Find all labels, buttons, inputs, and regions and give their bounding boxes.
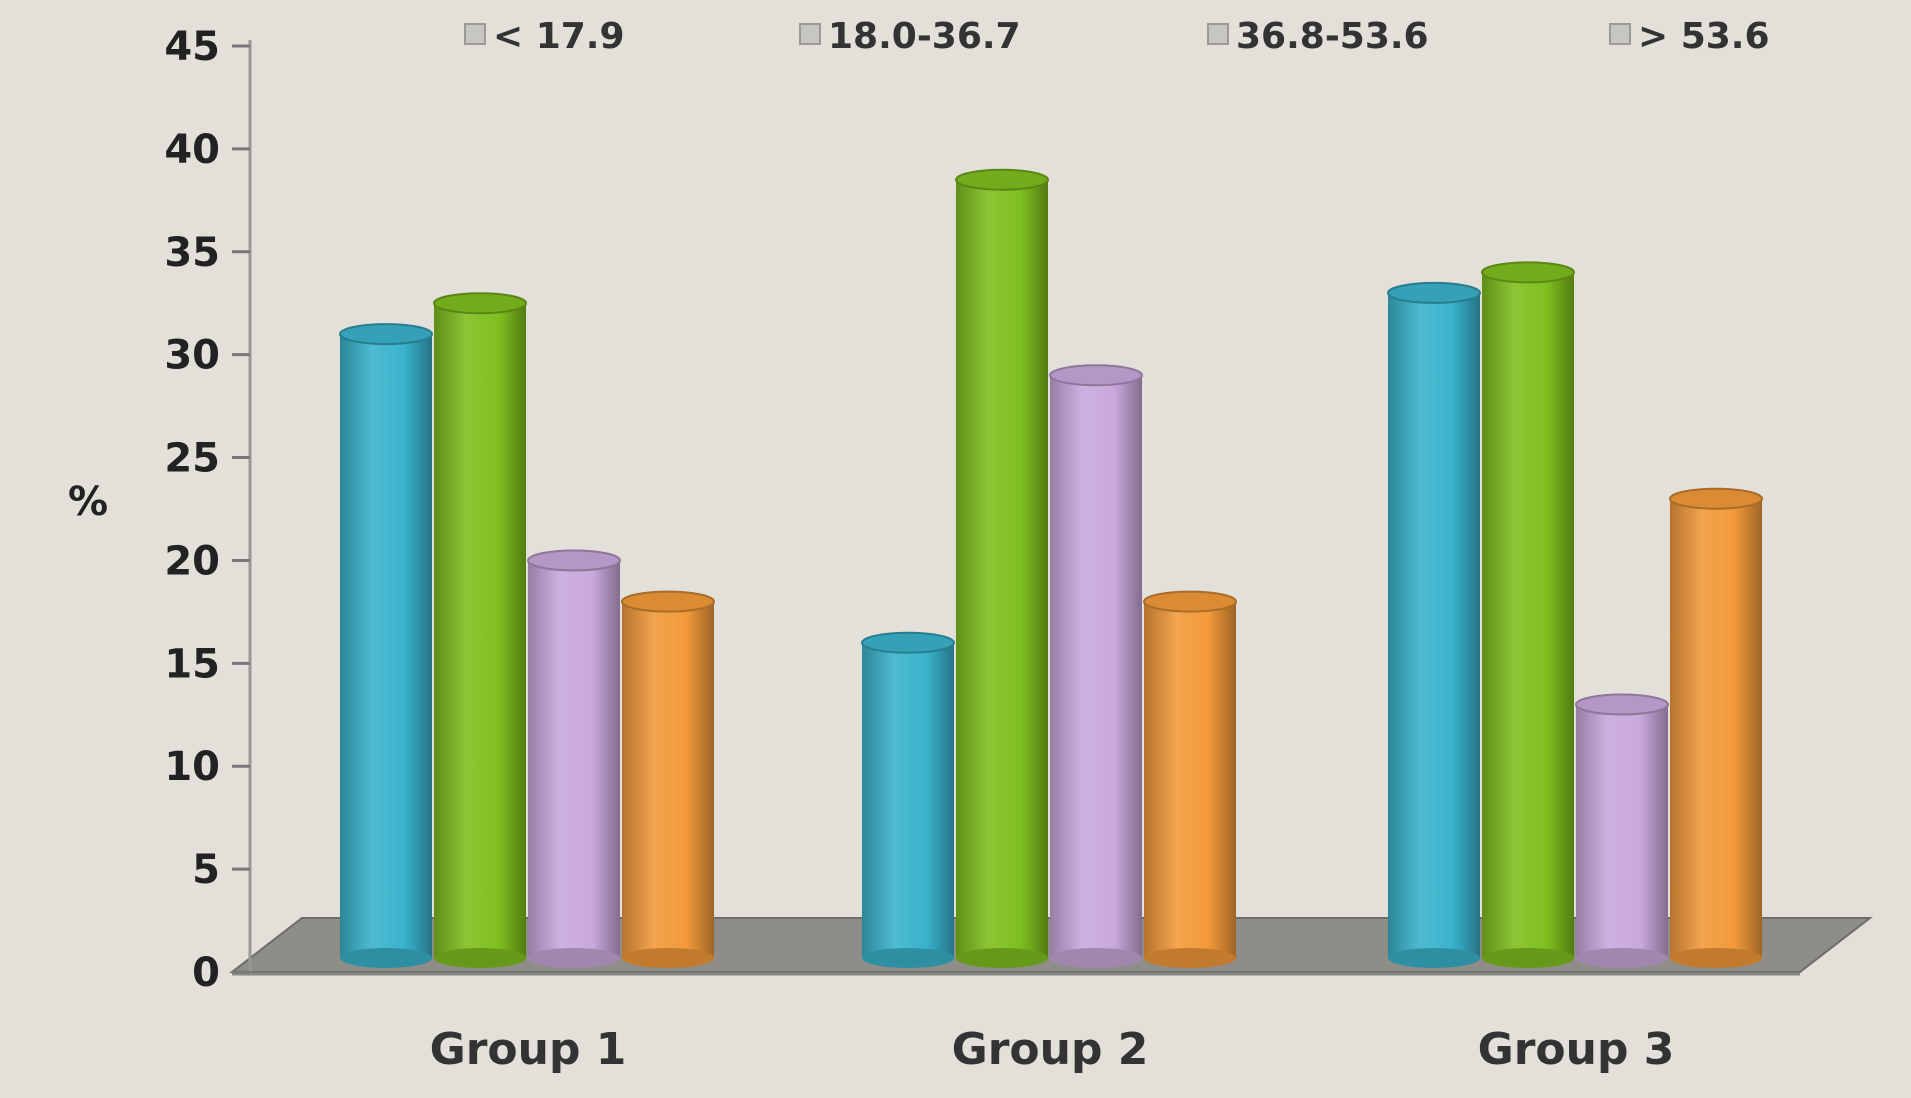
bar-top — [1575, 693, 1669, 716]
bar-top — [339, 323, 433, 346]
bar-body — [340, 334, 432, 959]
bar-bottom — [1482, 948, 1574, 968]
bar-bottom — [1050, 948, 1142, 968]
bar-1-4 — [621, 590, 715, 968]
y-tick-label: 45 — [164, 24, 220, 70]
y-tick-label: 15 — [164, 641, 220, 687]
bar-top — [433, 292, 527, 315]
legend-item: 18.0-36.7 — [799, 16, 1021, 57]
legend-item: > 53.6 — [1609, 16, 1770, 57]
bar-top — [1143, 590, 1237, 613]
bar-bottom — [1144, 948, 1236, 968]
y-tick-label: 5 — [192, 847, 220, 893]
bar-top — [1481, 261, 1575, 284]
bar-body — [1144, 601, 1236, 958]
bar-body — [862, 642, 954, 958]
y-axis-label: % — [68, 479, 108, 525]
y-tick-label: 0 — [192, 950, 220, 996]
bar-body — [1050, 375, 1142, 958]
bar-bottom — [1576, 948, 1668, 968]
bar-bottom — [862, 948, 954, 968]
bar-body — [434, 303, 526, 958]
legend-label: 18.0-36.7 — [828, 16, 1021, 57]
y-tick-label: 30 — [164, 333, 220, 379]
bar-3-3 — [1575, 693, 1669, 968]
x-category-label: Group 3 — [1478, 1024, 1675, 1075]
bar-3-4 — [1669, 487, 1763, 968]
y-tick-label: 35 — [164, 230, 220, 276]
y-tick-label: 25 — [164, 436, 220, 482]
bar-2-2 — [955, 168, 1049, 968]
bar-top — [621, 590, 715, 613]
bar-top — [1049, 364, 1143, 387]
bar-bottom — [1670, 948, 1762, 968]
legend-swatch — [464, 23, 486, 45]
bar-top — [527, 549, 621, 572]
legend-swatch — [1609, 23, 1631, 45]
legend-swatch — [799, 23, 821, 45]
bar-bottom — [340, 948, 432, 968]
y-tick-label: 20 — [164, 538, 220, 584]
bar-bottom — [622, 948, 714, 968]
bar-body — [622, 601, 714, 958]
y-tick-label: 10 — [164, 744, 220, 790]
bar-2-4 — [1143, 590, 1237, 968]
legend-item: 36.8-53.6 — [1207, 16, 1429, 57]
legend-item: < 17.9 — [464, 16, 625, 57]
y-tick-label: 40 — [164, 127, 220, 173]
legend-label: < 17.9 — [493, 16, 625, 57]
bar-top — [1669, 487, 1763, 510]
legend-label: 36.8-53.6 — [1236, 16, 1429, 57]
bar-body — [1388, 292, 1480, 958]
bar-body — [1670, 498, 1762, 958]
x-category-label: Group 1 — [430, 1024, 627, 1075]
bar-2-1 — [861, 631, 955, 968]
x-category-label: Group 2 — [952, 1024, 1149, 1075]
bar-bottom — [434, 948, 526, 968]
bar-body — [1576, 704, 1668, 958]
bar-bottom — [528, 948, 620, 968]
bar-1-2 — [433, 292, 527, 968]
legend-swatch — [1207, 23, 1229, 45]
legend-label: > 53.6 — [1638, 16, 1770, 57]
bar-body — [1482, 272, 1574, 958]
bar-top — [861, 631, 955, 654]
bar-2-3 — [1049, 364, 1143, 968]
bar-bottom — [956, 948, 1048, 968]
bar-top — [955, 168, 1049, 191]
bar-top — [1387, 281, 1481, 304]
bar-body — [528, 560, 620, 958]
bar-1-3 — [527, 549, 621, 968]
bar-bottom — [1388, 948, 1480, 968]
bar-body — [956, 179, 1048, 958]
bar-3-1 — [1387, 281, 1481, 968]
bar-3-2 — [1481, 261, 1575, 968]
bar-1-1 — [339, 323, 433, 968]
